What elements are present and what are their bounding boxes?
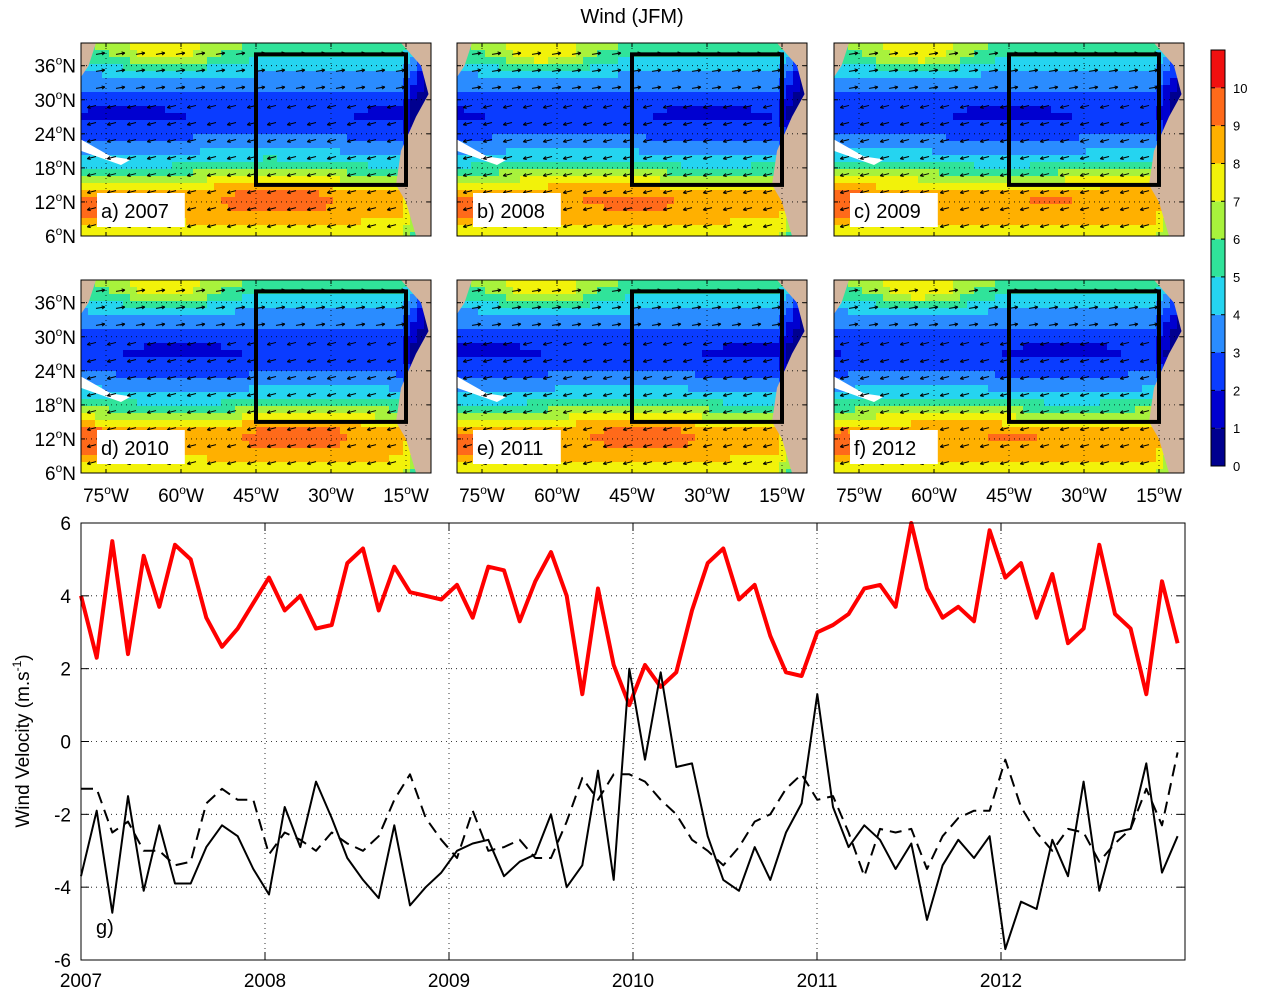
colorbar-segment bbox=[1211, 352, 1225, 391]
lat-tick-label: 6oN bbox=[45, 461, 76, 485]
colorbar-tick-label: 7 bbox=[1233, 194, 1240, 209]
y-tick-label: 0 bbox=[60, 733, 71, 754]
map-panel-3: c) 2009 bbox=[833, 42, 1185, 237]
panel-label: b) 2008 bbox=[477, 201, 545, 223]
lon-tick-label: 15oW bbox=[1136, 483, 1182, 507]
timeseries-panel: -6 -4 -2 0 2 4 6 2007 2008 2009 2010 2011 2012 Wind V… bbox=[10, 514, 1186, 992]
lon-tick-label: 30oW bbox=[308, 483, 354, 507]
colorbar-tick-label: 9 bbox=[1233, 119, 1240, 134]
averaging-box bbox=[630, 52, 784, 187]
lon-tick-label: 75oW bbox=[83, 483, 129, 507]
colorbar-tick-label: 1 bbox=[1233, 421, 1240, 436]
panel-label: f) 2012 bbox=[854, 438, 916, 460]
panel-label-bg bbox=[473, 193, 561, 227]
map-panel-4: d) 2010 bbox=[80, 279, 432, 474]
map-panel-2: b) 2008 bbox=[456, 42, 808, 237]
lat-tick-label: 18oN bbox=[34, 156, 76, 180]
y-axis-label: Wind Velocity (m.s-1) bbox=[10, 654, 34, 827]
series-black-dashed bbox=[81, 752, 1179, 878]
colorbar-tick-label: 10 bbox=[1233, 81, 1247, 96]
lat-tick-label: 12oN bbox=[34, 427, 76, 451]
colorbar-tick-label: 6 bbox=[1233, 232, 1240, 247]
lat-tick-label: 12oN bbox=[34, 190, 76, 214]
colorbar-segment bbox=[1211, 276, 1225, 315]
map-panels: a) 2007 b) 2008 c) 2009 d) 2010 e) 2011 f) 20… bbox=[80, 42, 1185, 474]
y-tick-label: 6 bbox=[60, 514, 71, 535]
x-tick-label: 2010 bbox=[612, 971, 654, 992]
colorbar: 0 1 2 3 4 5 6 7 8 9 10 bbox=[1210, 49, 1247, 474]
lat-tick-label: 6oN bbox=[45, 224, 76, 248]
lon-tick-label: 45oW bbox=[233, 483, 279, 507]
lat-tick-label: 18oN bbox=[34, 393, 76, 417]
colorbar-segment bbox=[1211, 50, 1225, 88]
panel-label-bg bbox=[97, 193, 185, 227]
lon-tick-label: 30oW bbox=[1061, 483, 1107, 507]
lat-tick-label: 30oN bbox=[34, 88, 76, 112]
colorbar-segment bbox=[1211, 428, 1225, 466]
y-tick-label: 2 bbox=[60, 660, 71, 681]
colorbar-tick-label: 3 bbox=[1233, 346, 1240, 361]
colorbar-tick-label: 2 bbox=[1233, 383, 1240, 398]
figure-title: Wind (JFM) bbox=[580, 6, 683, 28]
colorbar-tick-label: 5 bbox=[1233, 270, 1240, 285]
colorbar-segment bbox=[1211, 201, 1225, 240]
panel-label: d) 2010 bbox=[101, 438, 169, 460]
series-red-thick bbox=[79, 521, 1180, 708]
lon-tick-label: 60oW bbox=[158, 483, 204, 507]
lat-tick-label: 36oN bbox=[34, 291, 76, 315]
lat-tick-label: 30oN bbox=[34, 325, 76, 349]
x-tick-label: 2011 bbox=[797, 971, 838, 992]
map-panel-6: f) 2012 bbox=[833, 279, 1185, 474]
series-black-solid bbox=[80, 667, 1179, 951]
panel-label: a) 2007 bbox=[101, 201, 169, 223]
lon-tick-label: 15oW bbox=[383, 483, 429, 507]
colorbar-tick-label: 0 bbox=[1233, 459, 1240, 474]
y-tick-label: 4 bbox=[60, 587, 71, 608]
lat-tick-label: 24oN bbox=[34, 359, 76, 383]
x-tick-label: 2008 bbox=[244, 971, 286, 992]
averaging-box bbox=[630, 289, 784, 424]
colorbar-segment bbox=[1211, 87, 1225, 126]
colorbar-tick-label: 8 bbox=[1233, 156, 1240, 171]
panel-label-bg bbox=[97, 430, 185, 464]
lon-tick-label: 75oW bbox=[836, 483, 882, 507]
lon-tick-label: 45oW bbox=[986, 483, 1032, 507]
y-tick-label: -4 bbox=[54, 878, 71, 899]
y-tick-label: -2 bbox=[54, 805, 71, 826]
colorbar-segment bbox=[1211, 390, 1225, 429]
averaging-box bbox=[1007, 52, 1161, 187]
panel-label-g: g) bbox=[96, 917, 114, 939]
colorbar-tick-label: 4 bbox=[1233, 308, 1240, 323]
x-tick-label: 2007 bbox=[60, 971, 102, 992]
map-panel-5: e) 2011 bbox=[456, 279, 808, 474]
lon-tick-label: 60oW bbox=[534, 483, 580, 507]
panel-label-bg bbox=[850, 430, 938, 464]
panel-label: e) 2011 bbox=[477, 438, 543, 460]
lon-tick-label: 60oW bbox=[911, 483, 957, 507]
panel-label-bg bbox=[473, 430, 561, 464]
averaging-box bbox=[254, 52, 408, 187]
colorbar-segment bbox=[1211, 314, 1225, 353]
lon-tick-label: 30oW bbox=[684, 483, 730, 507]
colorbar-segment bbox=[1211, 163, 1225, 202]
lat-tick-label: 24oN bbox=[34, 122, 76, 146]
lon-tick-label: 75oW bbox=[459, 483, 505, 507]
lon-tick-label: 45oW bbox=[609, 483, 655, 507]
map-panel-1: a) 2007 bbox=[80, 42, 432, 237]
lat-tick-label: 36oN bbox=[34, 54, 76, 78]
averaging-box bbox=[254, 289, 408, 424]
map-axis-labels: 6oN 12oN 18oN 24oN 30oN 36oN 6oN 12oN 18oN 24oN 30… bbox=[34, 54, 1182, 507]
x-tick-label: 2012 bbox=[980, 971, 1022, 992]
panel-label: c) 2009 bbox=[854, 201, 921, 223]
averaging-box bbox=[1007, 289, 1161, 424]
colorbar-segment bbox=[1211, 239, 1225, 277]
panel-label-bg bbox=[850, 193, 938, 227]
x-tick-label: 2009 bbox=[428, 971, 470, 992]
y-tick-label: -6 bbox=[54, 951, 71, 972]
lon-tick-label: 15oW bbox=[759, 483, 805, 507]
colorbar-segment bbox=[1211, 125, 1225, 164]
